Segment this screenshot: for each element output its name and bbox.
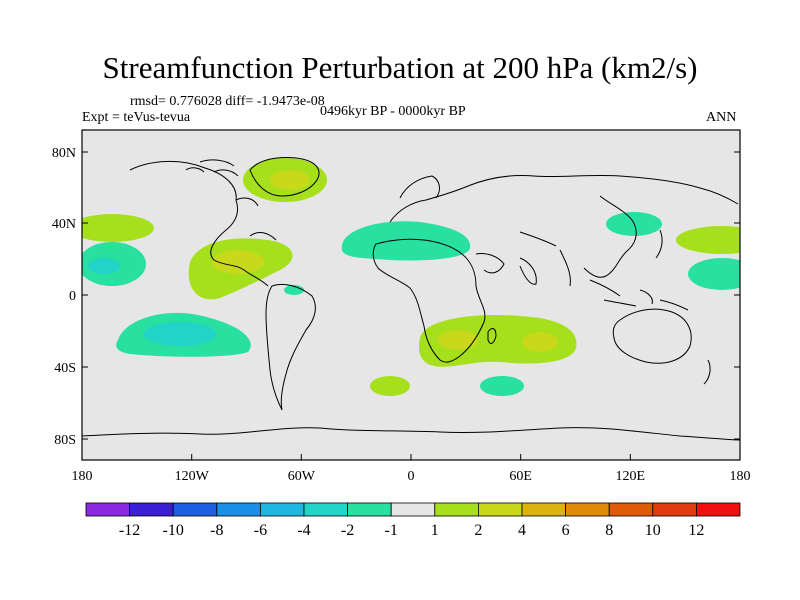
map-title: Streamfunction Perturbation at 200 hPa (… <box>102 50 698 85</box>
colorbar-swatch <box>390 502 436 517</box>
colorbar-label: -6 <box>254 522 267 539</box>
anomaly-equatorial-atlantic <box>284 285 304 295</box>
colorbar-label: -8 <box>210 522 223 539</box>
period-label: 0496kyr BP - 0000kyr BP <box>320 104 466 119</box>
lat-label: 40N <box>52 217 76 232</box>
anomaly-southern-indian <box>480 376 524 396</box>
coast-south-america <box>265 283 316 411</box>
anomaly-south-atlantic <box>370 376 410 396</box>
experiment-label: Expt = teVus-tevua <box>82 110 191 125</box>
colorbar-swatch <box>565 502 610 517</box>
lon-labels: 180 120W 60W 0 60E 120E 180 <box>72 469 751 484</box>
lon-label: 60W <box>288 469 316 484</box>
colorbar-label: 4 <box>518 522 526 539</box>
lon-label: 60E <box>509 469 532 484</box>
colorbar-swatch <box>652 502 697 517</box>
lon-label: 180 <box>730 469 751 484</box>
colorbar-label: -12 <box>119 522 140 539</box>
colorbar-label: 1 <box>431 522 439 539</box>
coast-eurasia <box>389 174 739 287</box>
coast-australia <box>612 308 692 364</box>
colorbar-label: 6 <box>562 522 570 539</box>
lat-labels: 80N 40N 0 40S 80S <box>52 146 76 448</box>
colorbar-label: -1 <box>385 522 398 539</box>
colorbar-swatch <box>521 502 566 517</box>
coastlines <box>82 157 740 441</box>
season-label: ANN <box>706 110 737 125</box>
colorbar-swatch <box>85 502 130 517</box>
lon-label: 0 <box>408 469 415 484</box>
coast-africa <box>372 238 486 363</box>
colorbar-swatch <box>347 502 392 517</box>
colorbar-label: -10 <box>163 522 184 539</box>
colorbar-swatch <box>303 502 348 517</box>
colorbar-swatch <box>259 502 305 517</box>
colorbar-label: 2 <box>474 522 482 539</box>
lat-label: 80S <box>54 433 76 448</box>
lon-label: 120W <box>175 469 210 484</box>
colorbar-swatch <box>434 502 479 517</box>
anomaly-southern-africa <box>418 314 577 367</box>
colorbar-label: -2 <box>341 522 354 539</box>
lon-label: 120E <box>616 469 646 484</box>
colorbar-swatch <box>216 502 261 517</box>
coast-north-america <box>129 160 277 287</box>
colorbar-label: -4 <box>297 522 310 539</box>
colorbar-label: 10 <box>645 522 661 539</box>
anomaly-north-pacific <box>82 214 154 242</box>
lon-ticks <box>81 454 741 460</box>
coast-greenland <box>249 157 320 197</box>
coast-southeast-asia <box>589 279 689 311</box>
colorbar-swatch <box>696 502 741 517</box>
coast-antarctica <box>82 427 740 441</box>
colorbar-swatch <box>608 502 654 517</box>
stats-text: rmsd= 0.776028 diff= -1.9473e-08 <box>130 94 325 109</box>
lat-label: 0 <box>69 289 76 304</box>
anomaly-west-pacific <box>688 258 740 290</box>
colorbar-swatch <box>477 502 523 517</box>
colorbar-swatch <box>172 502 218 517</box>
colorbar-label: 8 <box>605 522 613 539</box>
colorbar-swatch <box>129 502 174 517</box>
map-background <box>82 130 740 460</box>
colorbar: -12 -10 -8 -6 -4 -2 -1 1 2 4 6 8 10 12 <box>85 502 741 539</box>
colorbar-label: 12 <box>688 522 704 539</box>
anomaly-northwest-pacific <box>676 226 740 254</box>
lat-ticks <box>82 151 740 440</box>
lat-label: 40S <box>54 361 76 376</box>
lon-label: 180 <box>72 469 93 484</box>
anomaly-fields <box>82 158 740 396</box>
lat-label: 80N <box>52 146 76 161</box>
